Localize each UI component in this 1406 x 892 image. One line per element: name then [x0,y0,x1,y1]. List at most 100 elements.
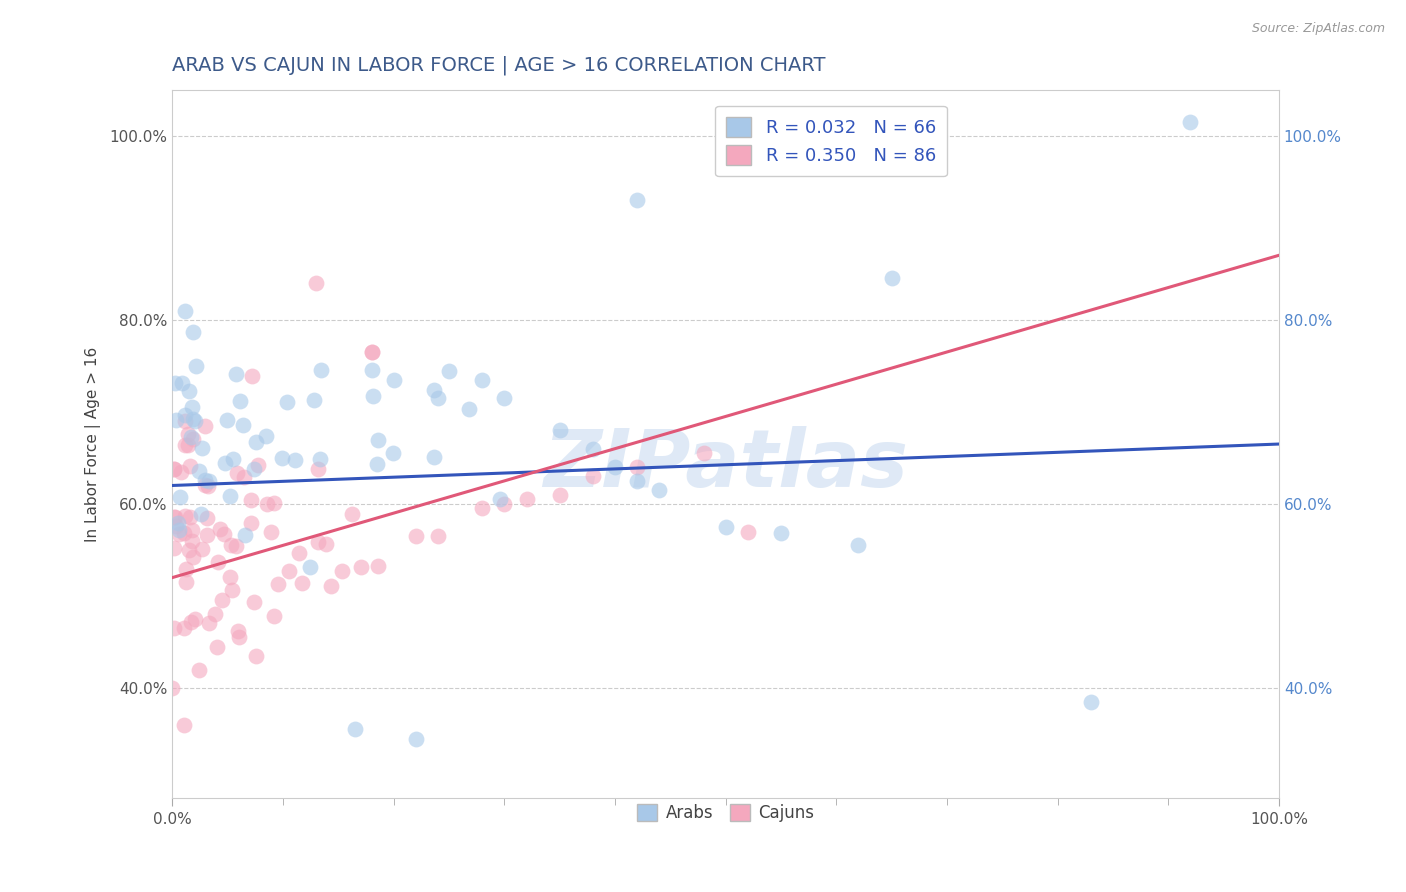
Point [169,490,191,504]
Point [714,520,737,534]
Point [180,615,202,630]
Point [212,527,235,541]
Point [181,325,204,339]
Point [342,507,364,521]
Point [315,537,337,551]
Point [167,523,190,537]
Point [737,524,759,539]
Point [197,479,219,493]
Point [422,384,444,398]
Point [173,525,195,540]
Point [195,511,218,525]
Point [205,640,228,654]
Point [225,539,247,553]
Point [179,510,201,524]
Point [307,462,329,476]
Point [167,527,190,541]
Point [360,345,382,359]
Point [489,492,512,507]
Point [1180,115,1202,129]
Text: ARAB VS CAJUN IN LABOR FORCE | AGE > 16 CORRELATION CHART: ARAB VS CAJUN IN LABOR FORCE | AGE > 16 … [173,55,825,75]
Point [217,413,239,427]
Point [582,469,605,483]
Point [211,592,233,607]
Point [271,451,294,466]
Point [183,612,205,626]
Point [880,271,903,285]
Point [360,363,382,377]
Point [427,391,450,405]
Point [298,560,321,574]
Text: ZIPatlas: ZIPatlas [543,426,908,504]
Point [162,461,184,475]
Point [188,464,211,478]
Point [548,488,571,502]
Point [191,542,214,557]
Point [226,466,249,480]
Point [256,497,278,511]
Point [291,575,314,590]
Point [548,423,571,437]
Point [179,459,201,474]
Point [626,474,648,488]
Point [626,460,648,475]
Point [330,565,353,579]
Point [190,507,212,521]
Point [225,368,247,382]
Point [382,446,405,460]
Point [198,615,221,630]
Point [263,495,285,509]
Point [176,574,198,589]
Point [321,579,343,593]
Point [308,451,330,466]
Point [516,492,538,507]
Point [302,393,325,408]
Point [221,582,243,597]
Point [245,434,267,449]
Point [307,535,329,549]
Point [239,493,262,508]
Point [165,413,187,427]
Point [179,384,201,398]
Point [162,509,184,524]
Point [242,595,264,609]
Point [173,621,195,635]
Point [184,359,207,373]
Point [219,538,242,552]
Point [176,562,198,576]
Text: Source: ZipAtlas.com: Source: ZipAtlas.com [1251,22,1385,36]
Point [174,408,197,422]
Point [232,418,254,433]
Point [770,526,793,541]
Point [176,427,198,442]
Point [276,394,298,409]
Point [350,560,373,574]
Point [226,624,249,639]
Point [222,452,245,467]
Point [229,393,252,408]
Point [181,432,204,446]
Point [366,457,388,471]
Point [233,470,256,484]
Point [278,564,301,578]
Point [218,489,240,503]
Point [214,456,236,470]
Point [184,414,207,428]
Point [219,569,242,583]
Point [648,483,671,497]
Point [173,509,195,524]
Point [163,621,186,635]
Point [582,442,605,456]
Point [239,516,262,530]
Point [494,497,516,511]
Point [360,345,382,359]
Point [173,438,195,452]
Point [247,458,270,472]
Point [172,376,194,391]
Point [305,276,328,290]
Point [626,193,648,207]
Point [228,631,250,645]
Point [165,519,187,533]
Point [194,418,217,433]
Point [405,529,427,543]
